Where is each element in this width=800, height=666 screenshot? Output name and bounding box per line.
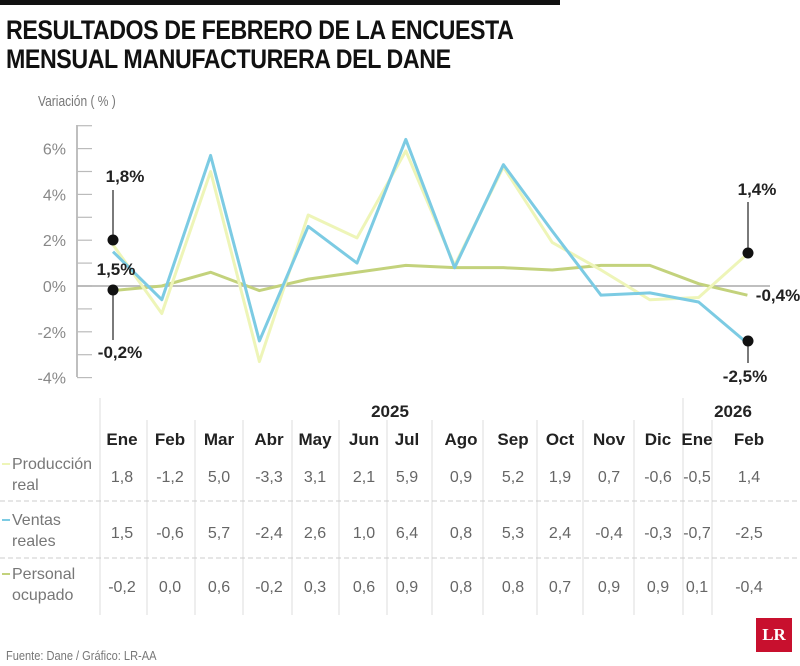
footer-source: Fuente: Dane / Gráfico: LR-AA: [6, 648, 157, 663]
table-cell: 0,6: [353, 579, 375, 596]
table-cell: 1,9: [549, 469, 571, 486]
month-header: Sep: [497, 430, 528, 449]
row-label-line2: real: [12, 477, 39, 494]
table-cell: 5,3: [502, 525, 524, 542]
y-tick-label: 2%: [43, 233, 66, 250]
y-tick-label: -2%: [38, 325, 66, 342]
table-cell: 0,7: [598, 469, 620, 486]
table-cell: 5,0: [208, 469, 230, 486]
table-cell: -0,2: [108, 579, 136, 596]
table-cell: -2,4: [255, 525, 283, 542]
table-cell: -0,4: [735, 579, 763, 596]
row-label-line2: ocupado: [12, 587, 73, 604]
annotation-label: -2,5%: [723, 367, 767, 386]
table-cell: 1,8: [111, 469, 133, 486]
table-cell: 0,8: [450, 525, 472, 542]
row-label-line1: Ventas: [12, 512, 61, 529]
annotation-label: -0,2%: [98, 343, 142, 362]
table-cell: 5,7: [208, 525, 230, 542]
series-line-produccion: [111, 149, 749, 364]
table-cell: 2,1: [353, 469, 375, 486]
row-label-line1: Producción: [12, 456, 92, 473]
table-cell: -0,6: [156, 525, 184, 542]
month-header: Oct: [546, 430, 575, 449]
table-cell: 0,9: [396, 579, 418, 596]
month-header: May: [298, 430, 332, 449]
top-bar: [0, 0, 560, 5]
annotation-label: 1,4%: [738, 180, 777, 199]
month-header: Ago: [444, 430, 477, 449]
month-header: Abr: [254, 430, 284, 449]
chart-title: RESULTADOS DE FEBRERO DE LA ENCUESTA MEN…: [6, 15, 514, 74]
month-header: Feb: [734, 430, 764, 449]
y-axis-label: Variación ( % ): [38, 93, 116, 110]
table-cell: 6,4: [396, 525, 418, 542]
series-line-ventas: [111, 137, 749, 345]
table-cell: 3,1: [304, 469, 326, 486]
table-cell: 0,9: [450, 469, 472, 486]
table-cell: 0,6: [208, 579, 230, 596]
table-cell: 1,5: [111, 525, 133, 542]
table-cell: 0,8: [450, 579, 472, 596]
table-cell: 0,7: [549, 579, 571, 596]
table-cell: -0,3: [644, 525, 672, 542]
annotation-label: 1,8%: [106, 167, 145, 186]
table-cell: -2,5: [735, 525, 763, 542]
month-header: Ene: [681, 430, 712, 449]
y-tick-label: 6%: [43, 142, 66, 159]
row-label-line1: Personal: [12, 566, 75, 583]
title-line-2: MENSUAL MANUFACTURERA DEL DANE: [6, 44, 451, 74]
table-cell: -1,2: [156, 469, 184, 486]
table-cell: 2,4: [549, 525, 571, 542]
table-cell: 0,9: [647, 579, 669, 596]
table-cell: -0,7: [683, 525, 711, 542]
table-cell: 0,3: [304, 579, 326, 596]
title-line-1: RESULTADOS DE FEBRERO DE LA ENCUESTA: [6, 15, 514, 45]
year-label-2025: 2025: [371, 402, 409, 421]
table-cell: -0,6: [644, 469, 672, 486]
month-header: Jul: [395, 430, 420, 449]
month-header: Dic: [645, 430, 671, 449]
month-header: Feb: [155, 430, 185, 449]
table-cell: -0,5: [683, 469, 711, 486]
table-cell: 1,4: [738, 469, 760, 486]
annotation-dot: [742, 335, 754, 347]
table-cell: 2,6: [304, 525, 326, 542]
annotation-label: 1,5%: [97, 260, 136, 279]
table-cell: 0,1: [686, 579, 708, 596]
series-line-personal: [112, 263, 748, 297]
month-header: Ene: [106, 430, 137, 449]
y-tick-label: -4%: [38, 371, 66, 388]
year-label-2026: 2026: [714, 402, 752, 421]
table-cell: 1,0: [353, 525, 375, 542]
y-tick-label: 0%: [43, 279, 66, 296]
table-cell: 0,0: [159, 579, 181, 596]
table-cell: 0,9: [598, 579, 620, 596]
table-cell: -0,4: [595, 525, 623, 542]
table-cell: -3,3: [255, 469, 283, 486]
month-header: Jun: [349, 430, 379, 449]
table-cell: 5,2: [502, 469, 524, 486]
annotation-dot: [107, 234, 119, 246]
lr-logo: LR: [756, 618, 792, 652]
annotation-dot: [742, 247, 754, 259]
month-header: Nov: [593, 430, 626, 449]
month-header: Mar: [204, 430, 235, 449]
annotation-dot: [107, 284, 119, 296]
table-cell: 5,9: [396, 469, 418, 486]
row-label-line2: reales: [12, 533, 56, 550]
table-cell: 0,8: [502, 579, 524, 596]
annotation-label: -0,4%: [756, 286, 800, 305]
table-cell: -0,2: [255, 579, 283, 596]
y-tick-label: 4%: [43, 187, 66, 204]
